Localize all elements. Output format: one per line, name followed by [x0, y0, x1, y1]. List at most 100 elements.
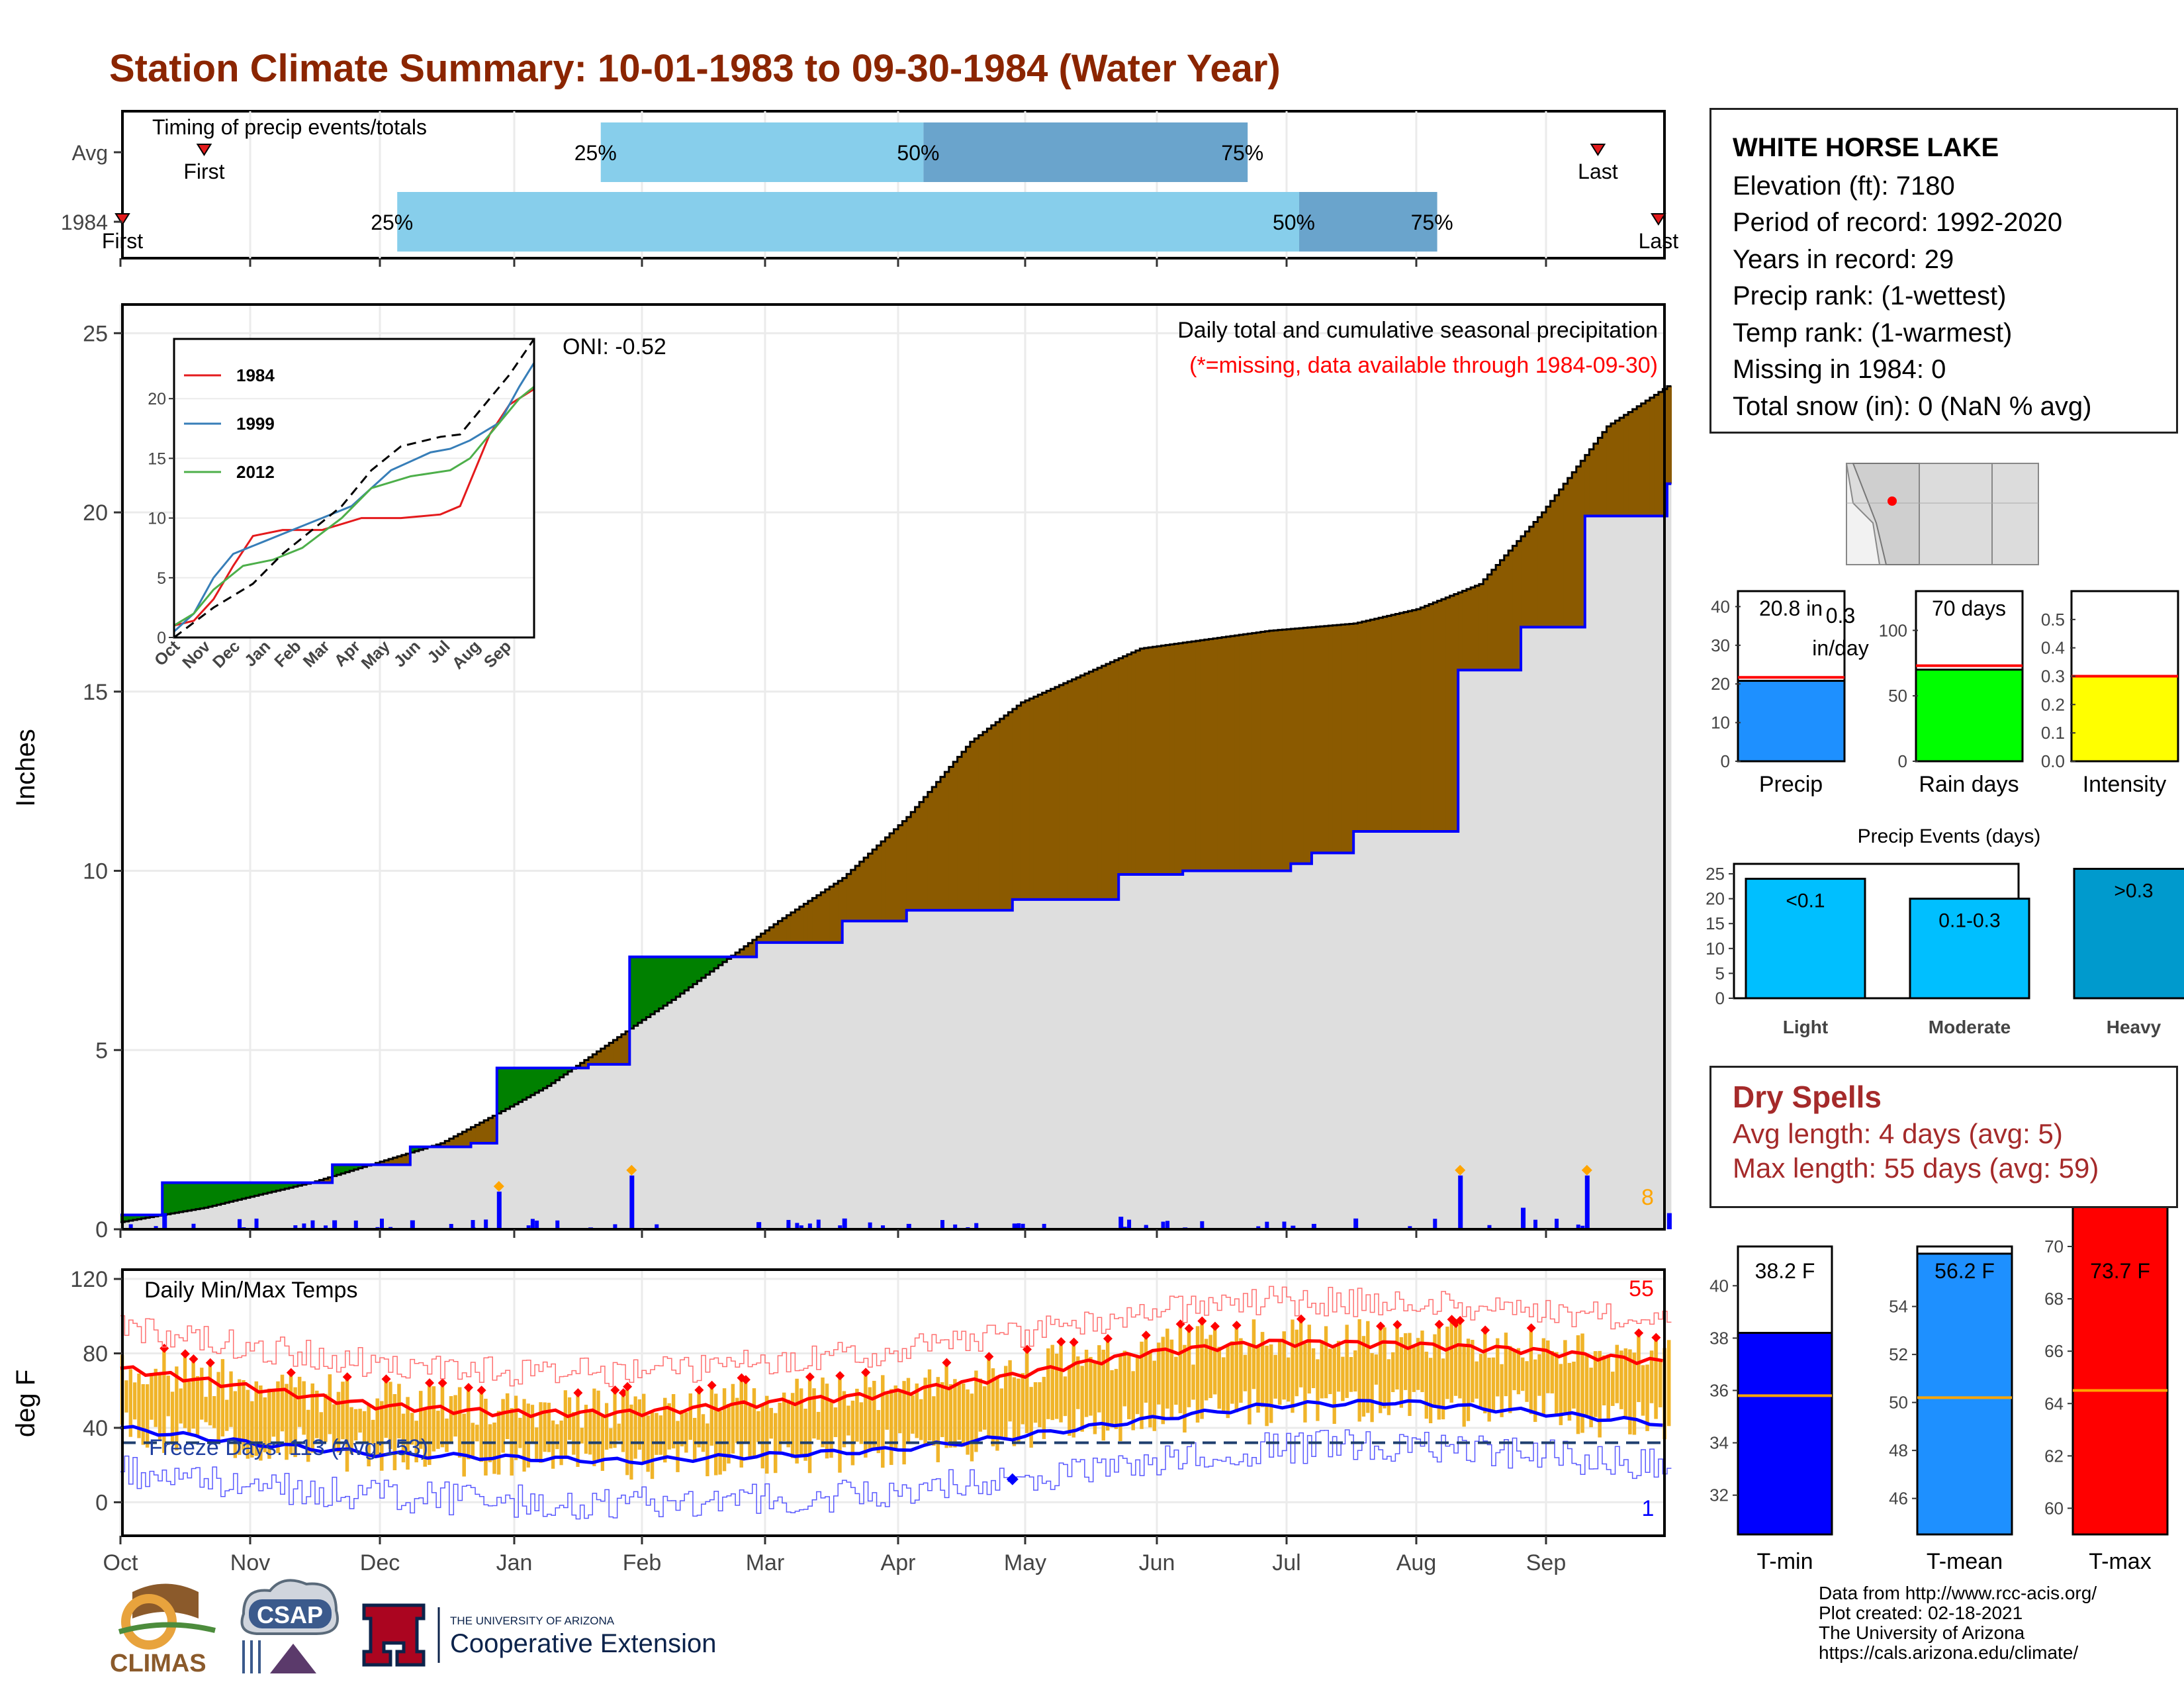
precip-surplus-bar: [510, 1068, 515, 1107]
precip-deficit-bar: [859, 861, 864, 921]
precip-surplus-bar: [514, 1068, 519, 1105]
precip-deficit-bar: [991, 725, 996, 911]
precip-daily-bar: [1533, 1219, 1538, 1229]
temp-daily-bar: [170, 1391, 175, 1445]
temp-daily-bar: [1424, 1351, 1428, 1419]
temp-daily-bar: [769, 1407, 773, 1439]
temp-daily-bar: [1555, 1352, 1559, 1417]
precip-deficit-bar: [962, 751, 966, 911]
temp-daily-bar: [1161, 1336, 1165, 1425]
precip-deficit-bar: [790, 912, 796, 943]
temp-hot-marker: [180, 1349, 190, 1359]
precip-deficit-bar: [983, 731, 987, 911]
locator-map: [1846, 463, 2039, 565]
climas-logo-swoosh: [118, 1622, 216, 1634]
temp-daily-bar: [838, 1378, 842, 1473]
temp-daily-bar: [1445, 1327, 1449, 1399]
precip-deficit-bar: [1654, 395, 1659, 516]
temp-daily-bar: [1169, 1339, 1174, 1418]
temp-daily-bar: [1165, 1329, 1169, 1409]
temp-daily-bar: [1135, 1355, 1140, 1415]
precip-extreme-marker: [626, 1164, 637, 1176]
month-tick-label: Jul: [1272, 1550, 1300, 1575]
precip-deficit-bar: [1345, 624, 1350, 853]
temp-daily-bar: [1042, 1376, 1046, 1439]
temp-daily-bar: [1336, 1340, 1341, 1392]
precip-deficit-bar: [1068, 681, 1073, 900]
precip-deficit-bar: [752, 939, 757, 957]
precip-surplus-bar: [671, 957, 676, 1000]
precip-surplus-bar: [332, 1164, 338, 1176]
precip-deficit-bar: [1637, 406, 1642, 516]
precip-surplus-bar: [418, 1147, 424, 1150]
precip-deficit-bar: [999, 718, 1005, 911]
precip-surplus-bar: [684, 957, 690, 991]
precip-deficit-bar: [328, 1177, 333, 1183]
month-tick-label: May: [1004, 1550, 1046, 1575]
temp-daily-bar: [1395, 1327, 1399, 1390]
inset-legend-label: 1984: [236, 365, 275, 385]
precip-surplus-bar: [722, 957, 727, 962]
precip-events-category-label: Moderate: [1929, 1017, 2011, 1037]
timing-1984-pct-label: 25%: [371, 211, 413, 234]
precip-deficit-bar: [1428, 604, 1433, 831]
temp-hot-marker: [741, 1375, 751, 1385]
timing-1984-last-marker: [1651, 213, 1666, 226]
temp-daily-bar: [572, 1412, 576, 1455]
temp-daily-bar: [518, 1417, 522, 1448]
precip-surplus-bar: [414, 1147, 420, 1151]
precip-surplus-bar: [183, 1182, 188, 1211]
temp-summary-tick-label: 36: [1709, 1381, 1729, 1401]
precip-deficit-bar: [1105, 664, 1111, 900]
precip-deficit-bar: [838, 880, 843, 943]
temp-daily-bar: [220, 1359, 225, 1436]
temp-daily-bar: [1623, 1348, 1628, 1417]
precip-deficit-bar: [1341, 624, 1346, 853]
precip-y-tick-label: 20: [83, 500, 108, 526]
precip-deficit-bar: [1140, 648, 1145, 874]
station-temp-rank: Temp rank: (1-warmest): [1733, 318, 2013, 348]
precip-deficit-bar: [1165, 645, 1171, 874]
precip-deficit-bar: [1615, 420, 1620, 516]
temp-daily-bar: [1239, 1338, 1243, 1403]
precip-deficit-bar: [1541, 512, 1547, 628]
temp-panel-title: Daily Min/Max Temps: [144, 1278, 357, 1303]
precip-deficit-bar: [911, 812, 916, 911]
precip-deficit-bar: [1084, 673, 1089, 900]
temp-daily-bar: [1541, 1338, 1545, 1414]
precip-daily-bar: [410, 1220, 415, 1229]
temp-daily-bar: [1089, 1356, 1093, 1416]
temp-daily-bar: [410, 1413, 414, 1445]
precip-deficit-bar: [855, 865, 860, 921]
temp-daily-bar: [782, 1392, 786, 1442]
inset-average-line: [173, 338, 535, 639]
precip-deficit-bar: [995, 722, 1001, 911]
timing-1984-last-label: Last: [1639, 229, 1679, 253]
precip-surplus-bar: [637, 957, 643, 1023]
precip-deficit-bar: [876, 845, 882, 921]
temp-daily-bar: [259, 1385, 263, 1461]
precip-surplus-bar: [175, 1182, 180, 1213]
temp-daily-bar: [1217, 1346, 1221, 1409]
precip-deficit-bar: [1320, 626, 1325, 853]
temp-hot-marker: [463, 1383, 473, 1393]
temp-daily-bar: [128, 1369, 132, 1437]
temp-daily-bar: [1320, 1340, 1324, 1399]
temp-daily-bar: [367, 1404, 371, 1467]
temp-summary-t-min: 32 34 36 38 40 38.2 F T-min: [1709, 1245, 1833, 1574]
temp-daily-bar: [974, 1370, 978, 1452]
precip-surplus-bar: [267, 1182, 273, 1193]
precip-deficit-bar: [1328, 626, 1334, 853]
temp-daily-bar: [204, 1397, 208, 1423]
precip-deficit-bar: [1533, 522, 1538, 628]
station-precip-rank: Precip rank: (1-wettest): [1733, 281, 2007, 310]
precip-surplus-bar: [697, 957, 702, 981]
precip-deficit-bar: [1412, 610, 1417, 831]
temp-daily-bar: [208, 1365, 212, 1426]
precip-deficit-bar: [1191, 641, 1197, 871]
temp-hot-marker: [623, 1382, 633, 1391]
mini-bar-chart-precip: 0 10 20 30 40 20.8 in Precip: [1711, 590, 1846, 797]
precip-surplus-bar: [170, 1182, 175, 1214]
temp-daily-bar: [1500, 1364, 1504, 1417]
station-info-box: WHITE HORSE LAKE Elevation (ft): 7180 Pe…: [1709, 108, 2178, 434]
